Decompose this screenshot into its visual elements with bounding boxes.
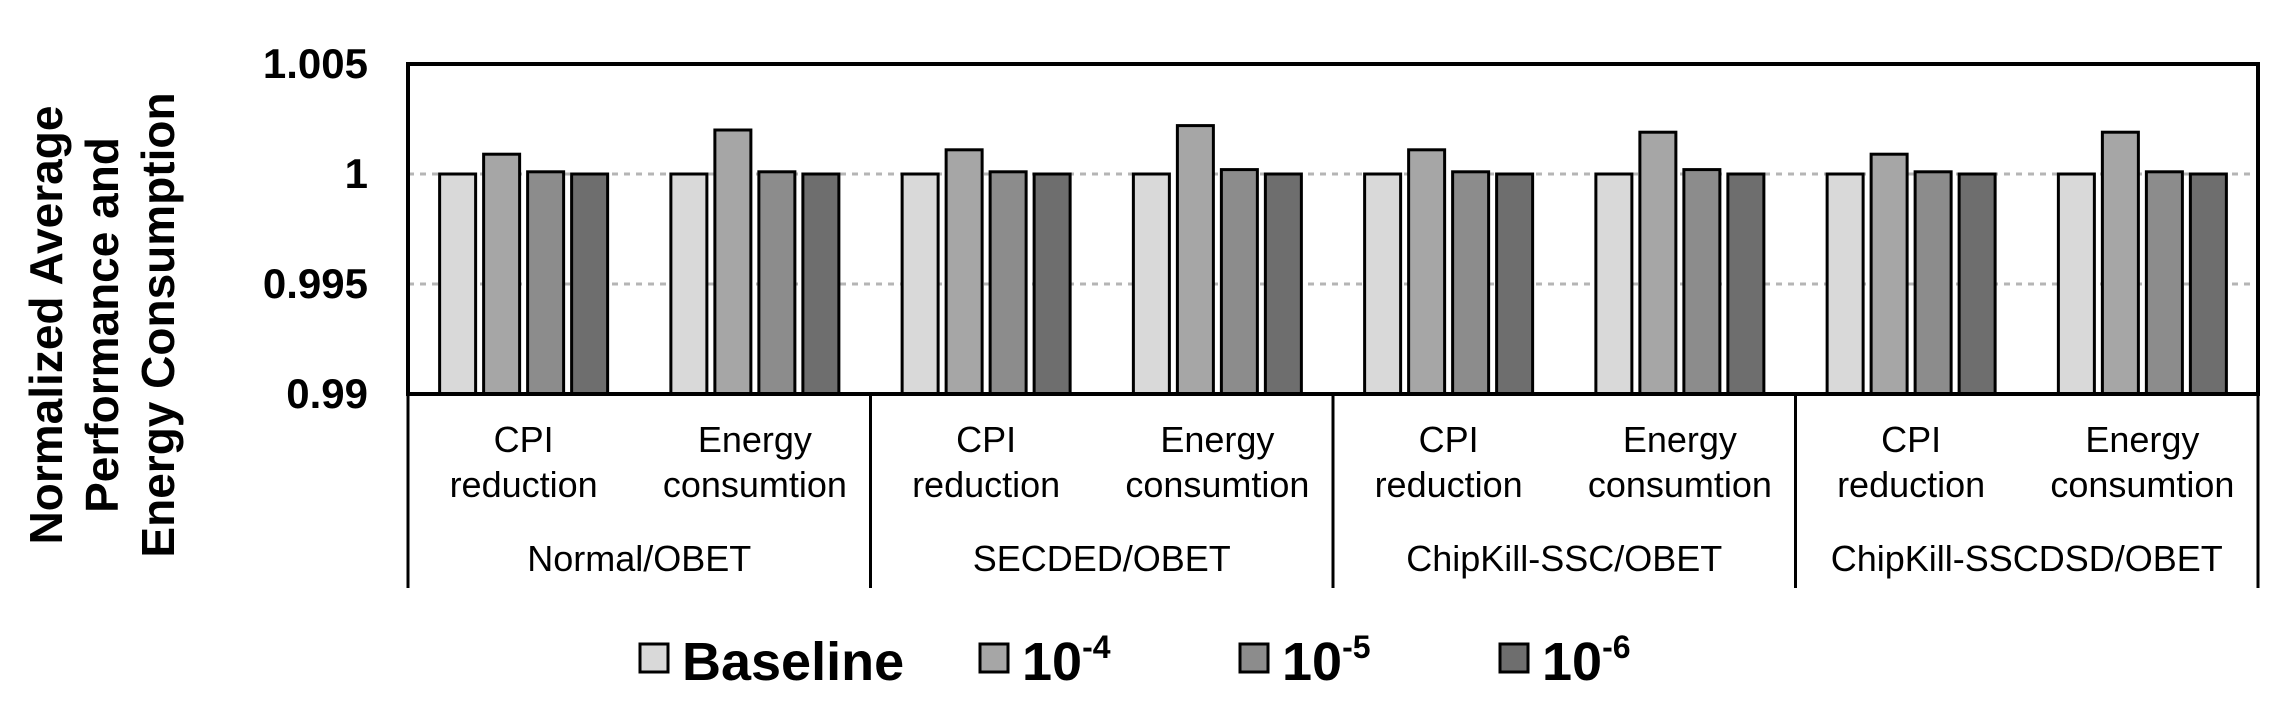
bar-g2-c0-s0	[1363, 172, 1403, 396]
bar-g1-c0-s3	[1032, 172, 1072, 396]
legend-swatch-1	[638, 642, 670, 674]
bar-g0-c0-s0	[438, 172, 478, 396]
bar-g2-c1-s2	[1682, 168, 1722, 396]
plot-frame	[406, 62, 2260, 588]
category-label-line1: Energy	[698, 419, 812, 460]
category-label-line2: consumtion	[663, 464, 847, 505]
category-label-line1: CPI	[494, 419, 554, 460]
bar-g1-c1-s3	[1263, 172, 1303, 396]
bar-g2-c0-s1	[1407, 148, 1447, 396]
category-label-line1: CPI	[1419, 419, 1479, 460]
bar-g3-c0-s3	[1957, 172, 1997, 396]
y-tick-label: 1	[345, 150, 368, 197]
bar-g0-c1-s2	[757, 170, 797, 396]
legend-swatch-4	[1498, 642, 1530, 674]
bar-g2-c1-s3	[1726, 172, 1766, 396]
category-label-line2: consumtion	[1588, 464, 1772, 505]
bar-g1-c1-s1	[1175, 124, 1215, 396]
category-label-line2: reduction	[912, 464, 1060, 505]
bar-g0-c1-s3	[801, 172, 841, 396]
category-label-line1: Energy	[1160, 419, 1274, 460]
legend-label-1: Baseline	[682, 632, 904, 692]
category-labels: CPIreductionEnergyconsumtionNormal/OBETC…	[450, 419, 2235, 579]
category-label-line1: CPI	[956, 419, 1016, 460]
category-label-line1: CPI	[1881, 419, 1941, 460]
y-tick-labels: 0.99 0.995 1 1.005	[263, 40, 368, 417]
y-axis-label-line-1: Normalized Average	[20, 106, 72, 545]
bar-g0-c0-s1	[482, 152, 522, 396]
bar-g3-c1-s0	[2056, 172, 2096, 396]
bar-g1-c1-s2	[1219, 168, 1259, 396]
legend-swatch-3	[1238, 642, 1270, 674]
y-tick-label: 1.005	[263, 40, 368, 87]
category-label-line2: reduction	[1375, 464, 1523, 505]
legend-label-3: 10-5	[1282, 629, 1371, 692]
bar-g0-c1-s0	[669, 172, 709, 396]
bar-g3-c1-s3	[2188, 172, 2228, 396]
bar-g2-c1-s0	[1594, 172, 1634, 396]
bar-g1-c1-s0	[1131, 172, 1171, 396]
bar-g2-c0-s2	[1451, 170, 1491, 396]
bar-g1-c0-s2	[988, 170, 1028, 396]
category-label-line1: Energy	[1623, 419, 1737, 460]
y-axis-label: Normalized Average Performance and Energy …	[20, 92, 184, 557]
y-axis-label-line-2: Performance and	[76, 137, 128, 513]
category-label-line2: reduction	[1837, 464, 1985, 505]
bar-g3-c1-s2	[2144, 170, 2184, 396]
bar-g3-c0-s2	[1913, 170, 1953, 396]
bar-g2-c0-s3	[1495, 172, 1535, 396]
group-label: Normal/OBET	[527, 538, 751, 579]
bars	[438, 124, 2228, 396]
bar-g0-c1-s1	[713, 128, 753, 396]
group-label: ChipKill-SSCDSD/OBET	[1831, 538, 2223, 579]
category-label-line2: consumtion	[2050, 464, 2234, 505]
bar-g3-c0-s0	[1825, 172, 1865, 396]
group-label: SECDED/OBET	[973, 538, 1231, 579]
group-label: ChipKill-SSC/OBET	[1406, 538, 1722, 579]
bar-g1-c0-s1	[944, 148, 984, 396]
bar-g3-c0-s1	[1869, 152, 1909, 396]
legend-label-4: 10-6	[1542, 629, 1631, 692]
bar-g1-c0-s0	[900, 172, 940, 396]
y-axis-label-line-3: Energy Consumption	[132, 92, 184, 557]
category-label-line2: consumtion	[1125, 464, 1309, 505]
category-label-line1: Energy	[2085, 419, 2199, 460]
legend: Baseline 10-4 10-5 10-6	[638, 629, 1631, 692]
bar-g3-c1-s1	[2100, 130, 2140, 396]
legend-label-2: 10-4	[1022, 629, 1111, 692]
bar-g0-c0-s3	[570, 172, 610, 396]
bar-g0-c0-s2	[526, 170, 566, 396]
bar-g2-c1-s1	[1638, 130, 1678, 396]
y-tick-label: 0.99	[286, 370, 368, 417]
legend-swatch-2	[978, 642, 1010, 674]
y-tick-label: 0.995	[263, 260, 368, 307]
category-label-line2: reduction	[450, 464, 598, 505]
